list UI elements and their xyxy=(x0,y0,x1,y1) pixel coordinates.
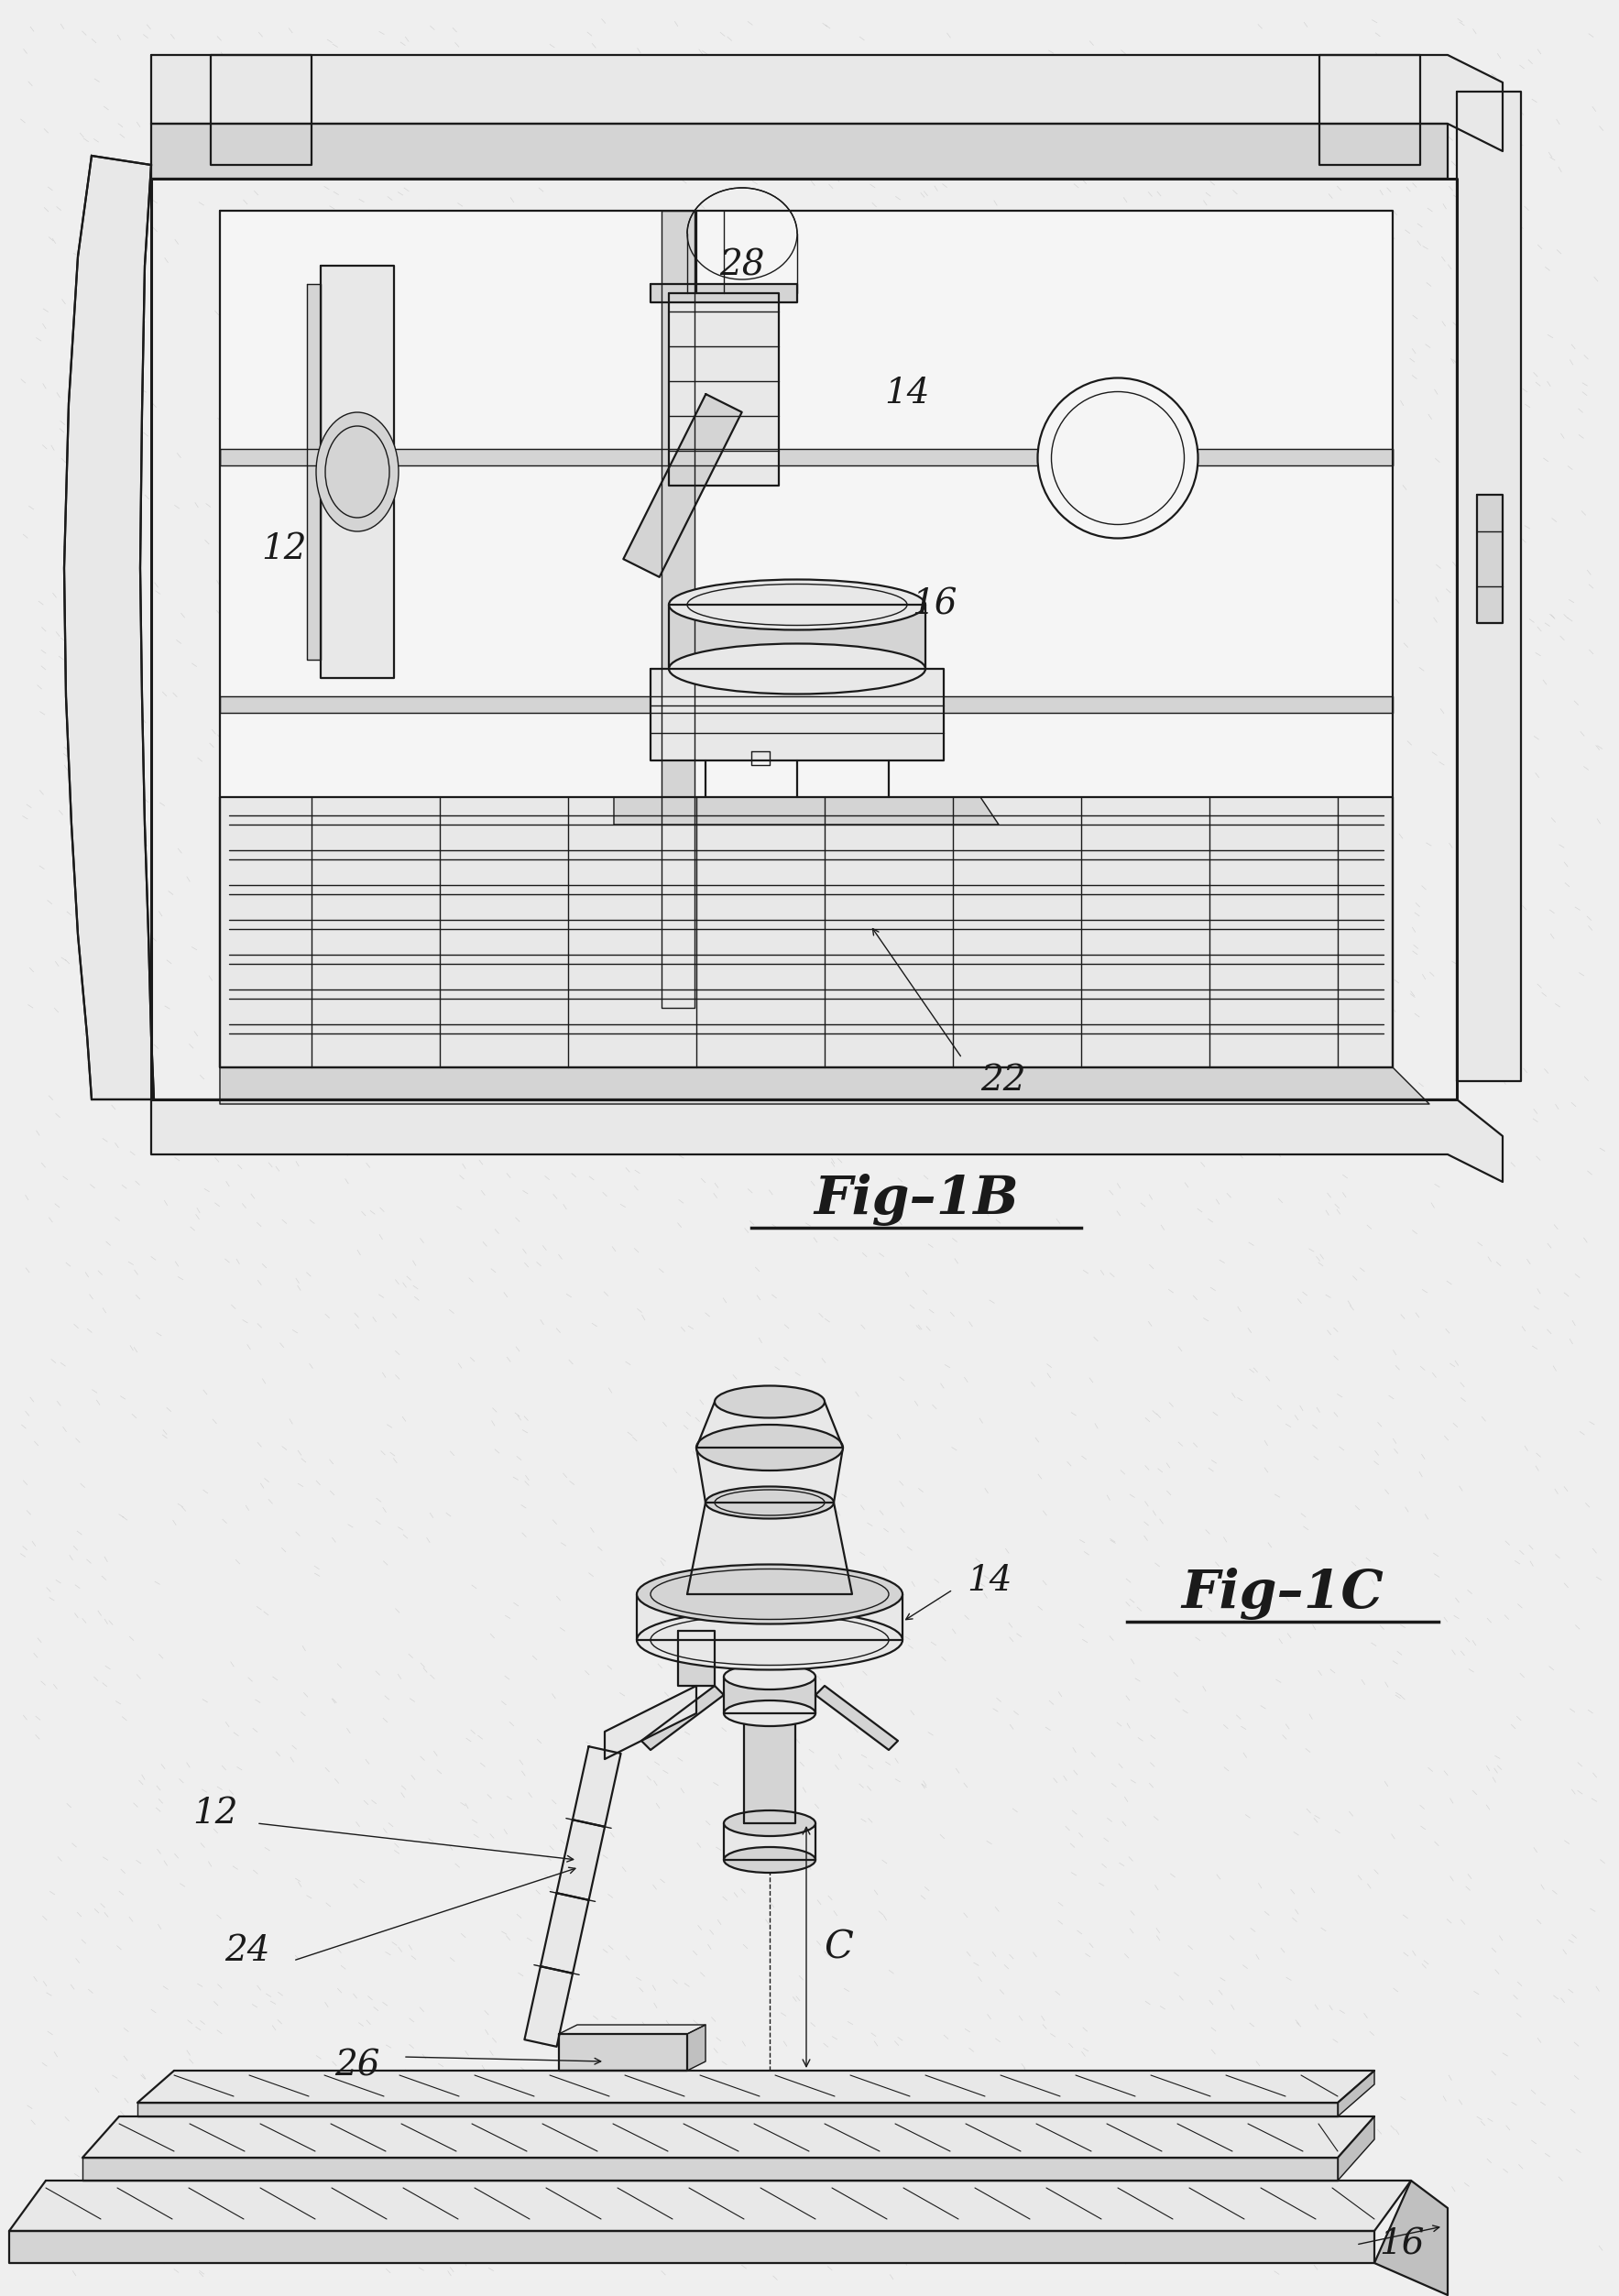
Polygon shape xyxy=(220,1068,1430,1104)
Ellipse shape xyxy=(724,1812,816,1837)
Polygon shape xyxy=(641,1685,724,1750)
Polygon shape xyxy=(321,266,393,677)
Text: 12: 12 xyxy=(261,533,306,567)
Polygon shape xyxy=(724,1823,816,1860)
Ellipse shape xyxy=(636,1609,902,1669)
Text: 12: 12 xyxy=(193,1798,238,1830)
Polygon shape xyxy=(1477,494,1502,622)
Polygon shape xyxy=(669,604,926,668)
Polygon shape xyxy=(636,1593,902,1639)
Ellipse shape xyxy=(1038,379,1198,537)
Polygon shape xyxy=(220,696,1392,712)
Ellipse shape xyxy=(724,1846,816,1874)
Polygon shape xyxy=(151,55,1502,152)
Ellipse shape xyxy=(724,1701,816,1727)
Polygon shape xyxy=(525,1965,573,2046)
Polygon shape xyxy=(573,1747,620,1828)
Polygon shape xyxy=(557,1821,606,1901)
Text: 14: 14 xyxy=(967,1564,1012,1598)
Ellipse shape xyxy=(669,579,926,629)
Polygon shape xyxy=(606,1685,696,1759)
Polygon shape xyxy=(308,285,321,659)
Ellipse shape xyxy=(696,1426,843,1469)
Polygon shape xyxy=(559,2025,706,2034)
Polygon shape xyxy=(541,1892,589,1972)
Polygon shape xyxy=(210,55,311,165)
Polygon shape xyxy=(623,395,742,576)
Text: 22: 22 xyxy=(981,1063,1026,1097)
Text: Fig–1C: Fig–1C xyxy=(1182,1568,1384,1621)
Polygon shape xyxy=(669,294,779,484)
Polygon shape xyxy=(151,1100,1502,1182)
Polygon shape xyxy=(662,211,695,1008)
Polygon shape xyxy=(138,2071,1375,2103)
Text: 16: 16 xyxy=(1379,2227,1425,2262)
Text: Fig–1B: Fig–1B xyxy=(814,1173,1018,1226)
Text: 26: 26 xyxy=(335,2048,380,2082)
Polygon shape xyxy=(816,1685,899,1750)
Polygon shape xyxy=(686,2025,706,2071)
Ellipse shape xyxy=(316,413,398,530)
Polygon shape xyxy=(686,1502,852,1593)
Polygon shape xyxy=(651,285,797,303)
Text: 16: 16 xyxy=(911,588,957,622)
Ellipse shape xyxy=(669,643,926,693)
Polygon shape xyxy=(678,1630,714,1685)
Polygon shape xyxy=(151,124,1447,179)
Polygon shape xyxy=(83,2158,1337,2181)
Ellipse shape xyxy=(636,1564,902,1623)
Polygon shape xyxy=(65,156,154,1100)
Polygon shape xyxy=(724,1676,816,1713)
Polygon shape xyxy=(696,1403,843,1446)
Text: 24: 24 xyxy=(225,1936,270,1968)
Ellipse shape xyxy=(714,1387,824,1419)
Polygon shape xyxy=(83,2117,1375,2158)
Polygon shape xyxy=(1337,2071,1375,2117)
Polygon shape xyxy=(138,2103,1337,2117)
Text: C: C xyxy=(824,1929,853,1965)
Polygon shape xyxy=(10,2181,1412,2232)
Ellipse shape xyxy=(724,1665,816,1690)
Polygon shape xyxy=(1457,92,1520,1081)
Polygon shape xyxy=(220,450,1392,466)
Polygon shape xyxy=(696,1446,843,1502)
Polygon shape xyxy=(559,2034,686,2071)
Polygon shape xyxy=(220,797,1392,1068)
Polygon shape xyxy=(1337,2117,1375,2181)
Polygon shape xyxy=(10,2232,1375,2264)
Text: 14: 14 xyxy=(884,377,929,411)
Polygon shape xyxy=(614,797,999,824)
Polygon shape xyxy=(220,211,1392,1068)
Polygon shape xyxy=(745,1713,795,1823)
Ellipse shape xyxy=(706,1486,834,1518)
Polygon shape xyxy=(1375,2181,1447,2296)
Text: 28: 28 xyxy=(719,248,764,282)
Polygon shape xyxy=(651,668,944,760)
Polygon shape xyxy=(1319,55,1420,165)
